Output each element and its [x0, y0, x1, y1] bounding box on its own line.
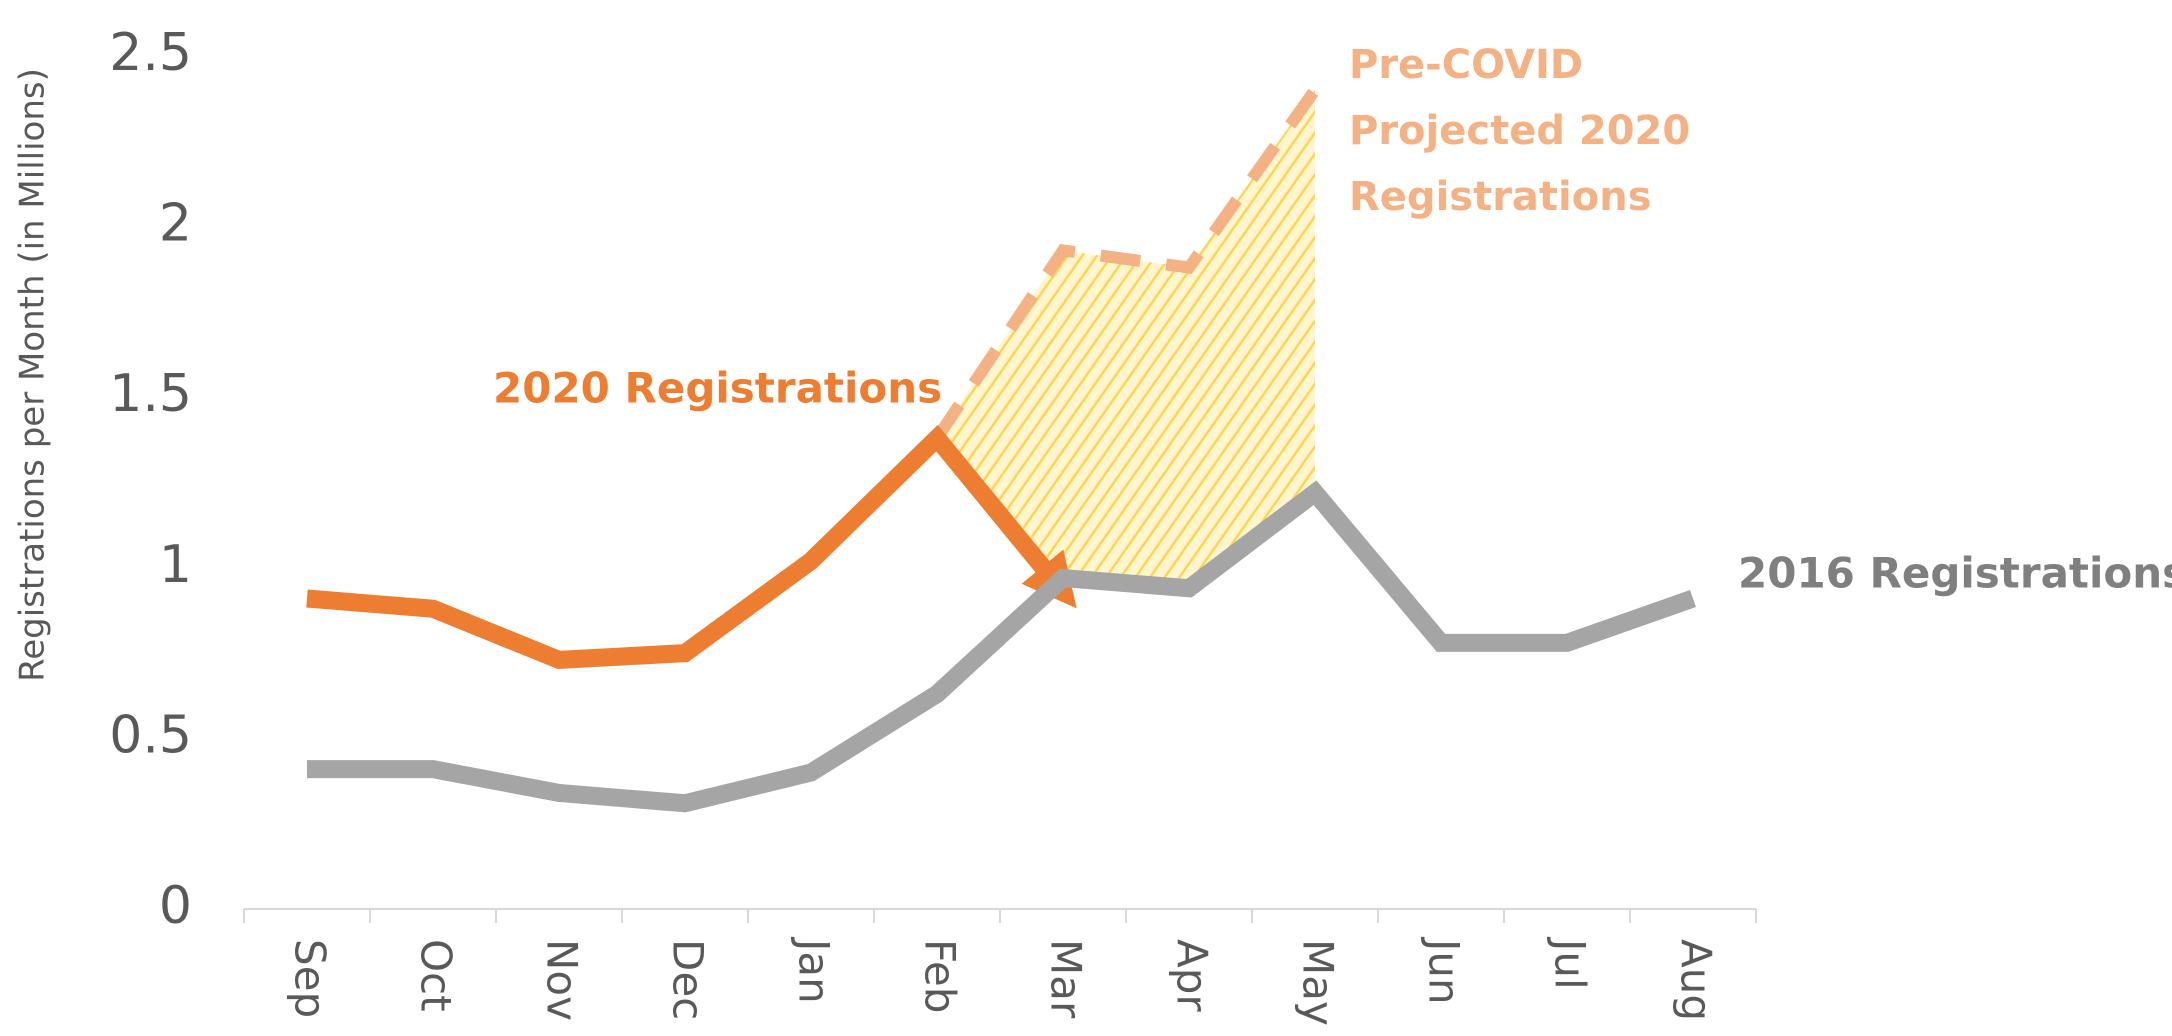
y-tick-label: 1.5	[109, 364, 192, 424]
x-tick-label: Jan	[790, 936, 839, 1004]
y-tick-label: 2	[159, 194, 192, 254]
x-tick-label: Feb	[916, 939, 965, 1013]
x-tick-label: Jul	[1546, 936, 1595, 990]
x-tick-label: Aug	[1672, 939, 1721, 1021]
x-tick-label: May	[1294, 939, 1343, 1026]
series-label: 2016 Registrations	[1738, 549, 2172, 598]
hatch-area	[937, 90, 1315, 589]
x-tick-label: Oct	[412, 939, 461, 1012]
x-tick-label: Sep	[286, 939, 335, 1018]
x-tick-label: Nov	[538, 939, 587, 1021]
y-tick-label: 0	[159, 876, 192, 936]
y-tick-label: 0.5	[109, 705, 192, 765]
series-label: Pre-COVID Projected 2020 Registrations	[1349, 42, 1691, 220]
series-line	[307, 480, 1696, 813]
y-tick-label: 1	[159, 535, 192, 595]
x-tick-label: Mar	[1042, 939, 1091, 1019]
y-axis-label: Registrations per Month (in Millions)	[13, 68, 53, 682]
series-label: 2020 Registrations	[493, 364, 942, 413]
x-tick-label: Dec	[664, 939, 713, 1020]
y-tick-label: 2.5	[109, 23, 192, 83]
x-tick-label: Apr	[1168, 939, 1217, 1012]
x-tick-label: Jun	[1420, 936, 1469, 1005]
series-line	[306, 424, 1077, 670]
series-line	[932, 86, 1320, 442]
